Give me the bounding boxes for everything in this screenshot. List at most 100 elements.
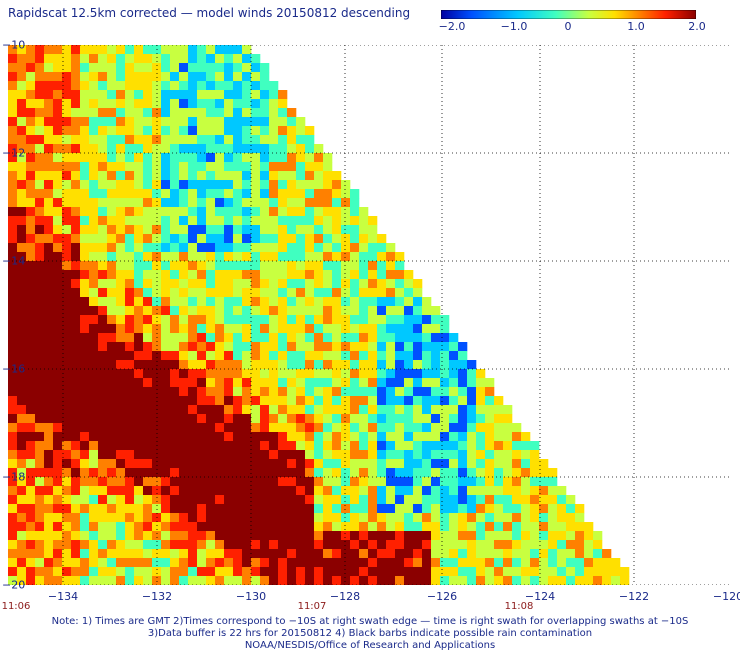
swath-cell [314, 279, 324, 289]
x-tick-label: −126 [426, 590, 458, 603]
swath-cell [134, 540, 144, 550]
swath-cell [206, 387, 216, 397]
swath-cell [26, 549, 36, 559]
swath-cell [332, 288, 342, 298]
swath-cell [8, 234, 18, 244]
swath-cell [314, 234, 324, 244]
swath-cell [395, 576, 405, 585]
swath-cell [296, 162, 306, 172]
swath-cell [323, 567, 333, 577]
swath-cell [242, 234, 252, 244]
swath-cell [233, 576, 243, 585]
swath-cell [134, 54, 144, 64]
swath-cell [98, 252, 108, 262]
swath-cell [467, 450, 477, 460]
swath-cell [224, 234, 234, 244]
swath-cell [143, 486, 153, 496]
swath-cell [404, 306, 414, 316]
swath-cell [80, 108, 90, 118]
swath-cell [35, 342, 45, 352]
swath-cell [584, 549, 594, 559]
swath-cell [251, 423, 261, 433]
swath-cell [188, 396, 198, 406]
swath-cell [521, 522, 531, 532]
swath-cell [278, 414, 288, 424]
swath-cell [8, 378, 18, 388]
swath-cell [161, 234, 171, 244]
swath-cell [314, 162, 324, 172]
swath-cell [71, 261, 81, 271]
swath-cell [170, 477, 180, 487]
swath-cell [107, 54, 117, 64]
swath-cell [476, 558, 486, 568]
swath-cell [224, 468, 234, 478]
swath-cell [215, 576, 225, 585]
swath-cell [116, 207, 126, 217]
swath-cell [332, 360, 342, 370]
swath-cell [602, 567, 612, 577]
swath-cell [368, 468, 378, 478]
swath-cell [197, 504, 207, 514]
swath-cell [260, 360, 270, 370]
swath-cell [116, 171, 126, 181]
swath-cell [269, 495, 279, 505]
swath-cell [530, 495, 540, 505]
swath-cell [260, 90, 270, 100]
swath-cell [431, 324, 441, 334]
swath-cell [269, 513, 279, 523]
swath-cell [341, 459, 351, 469]
swath-cell [35, 261, 45, 271]
swath-cell [206, 306, 216, 316]
swath-cell [323, 450, 333, 460]
swath-cell [359, 414, 369, 424]
swath-cell [89, 162, 99, 172]
swath-cell [62, 81, 72, 91]
swath-cell [395, 468, 405, 478]
swath-cell [368, 306, 378, 316]
swath-cell [89, 342, 99, 352]
swath-cell [251, 513, 261, 523]
swath-cell [413, 288, 423, 298]
swath-cell [377, 468, 387, 478]
swath-cell [260, 351, 270, 361]
swath-cell [170, 45, 180, 55]
swath-cell [17, 405, 27, 415]
swath-cell [224, 540, 234, 550]
swath-cell [26, 405, 36, 415]
swath-cell [215, 207, 225, 217]
swath-cell [296, 279, 306, 289]
swath-cell [548, 486, 558, 496]
swath-cell [206, 297, 216, 307]
swath-cell [458, 549, 468, 559]
swath-cell [440, 567, 450, 577]
swath-cell [206, 99, 216, 109]
swath-cell [125, 153, 135, 163]
swath-cell [296, 423, 306, 433]
swath-cell [197, 549, 207, 559]
swath-cell [233, 495, 243, 505]
swath-cell [395, 405, 405, 415]
swath-cell [134, 189, 144, 199]
swath-cell [143, 387, 153, 397]
swath-cell [485, 558, 495, 568]
swath-cell [197, 198, 207, 208]
swath-cell [80, 549, 90, 559]
swath-cell [179, 144, 189, 154]
swath-cell [422, 333, 432, 343]
swath-cell [71, 423, 81, 433]
swath-cell [278, 558, 288, 568]
swath-cell [467, 558, 477, 568]
swath-cell [368, 477, 378, 487]
swath-cell [323, 387, 333, 397]
swath-cell [260, 441, 270, 451]
swath-cell [179, 360, 189, 370]
swath-cell [71, 216, 81, 226]
swath-cell [44, 540, 54, 550]
swath-cell [242, 54, 252, 64]
swath-cell [8, 90, 18, 100]
swath-cell [197, 225, 207, 235]
swath-cell [80, 144, 90, 154]
swath-cell [422, 306, 432, 316]
swath-cell [377, 531, 387, 541]
swath-cell [71, 387, 81, 397]
